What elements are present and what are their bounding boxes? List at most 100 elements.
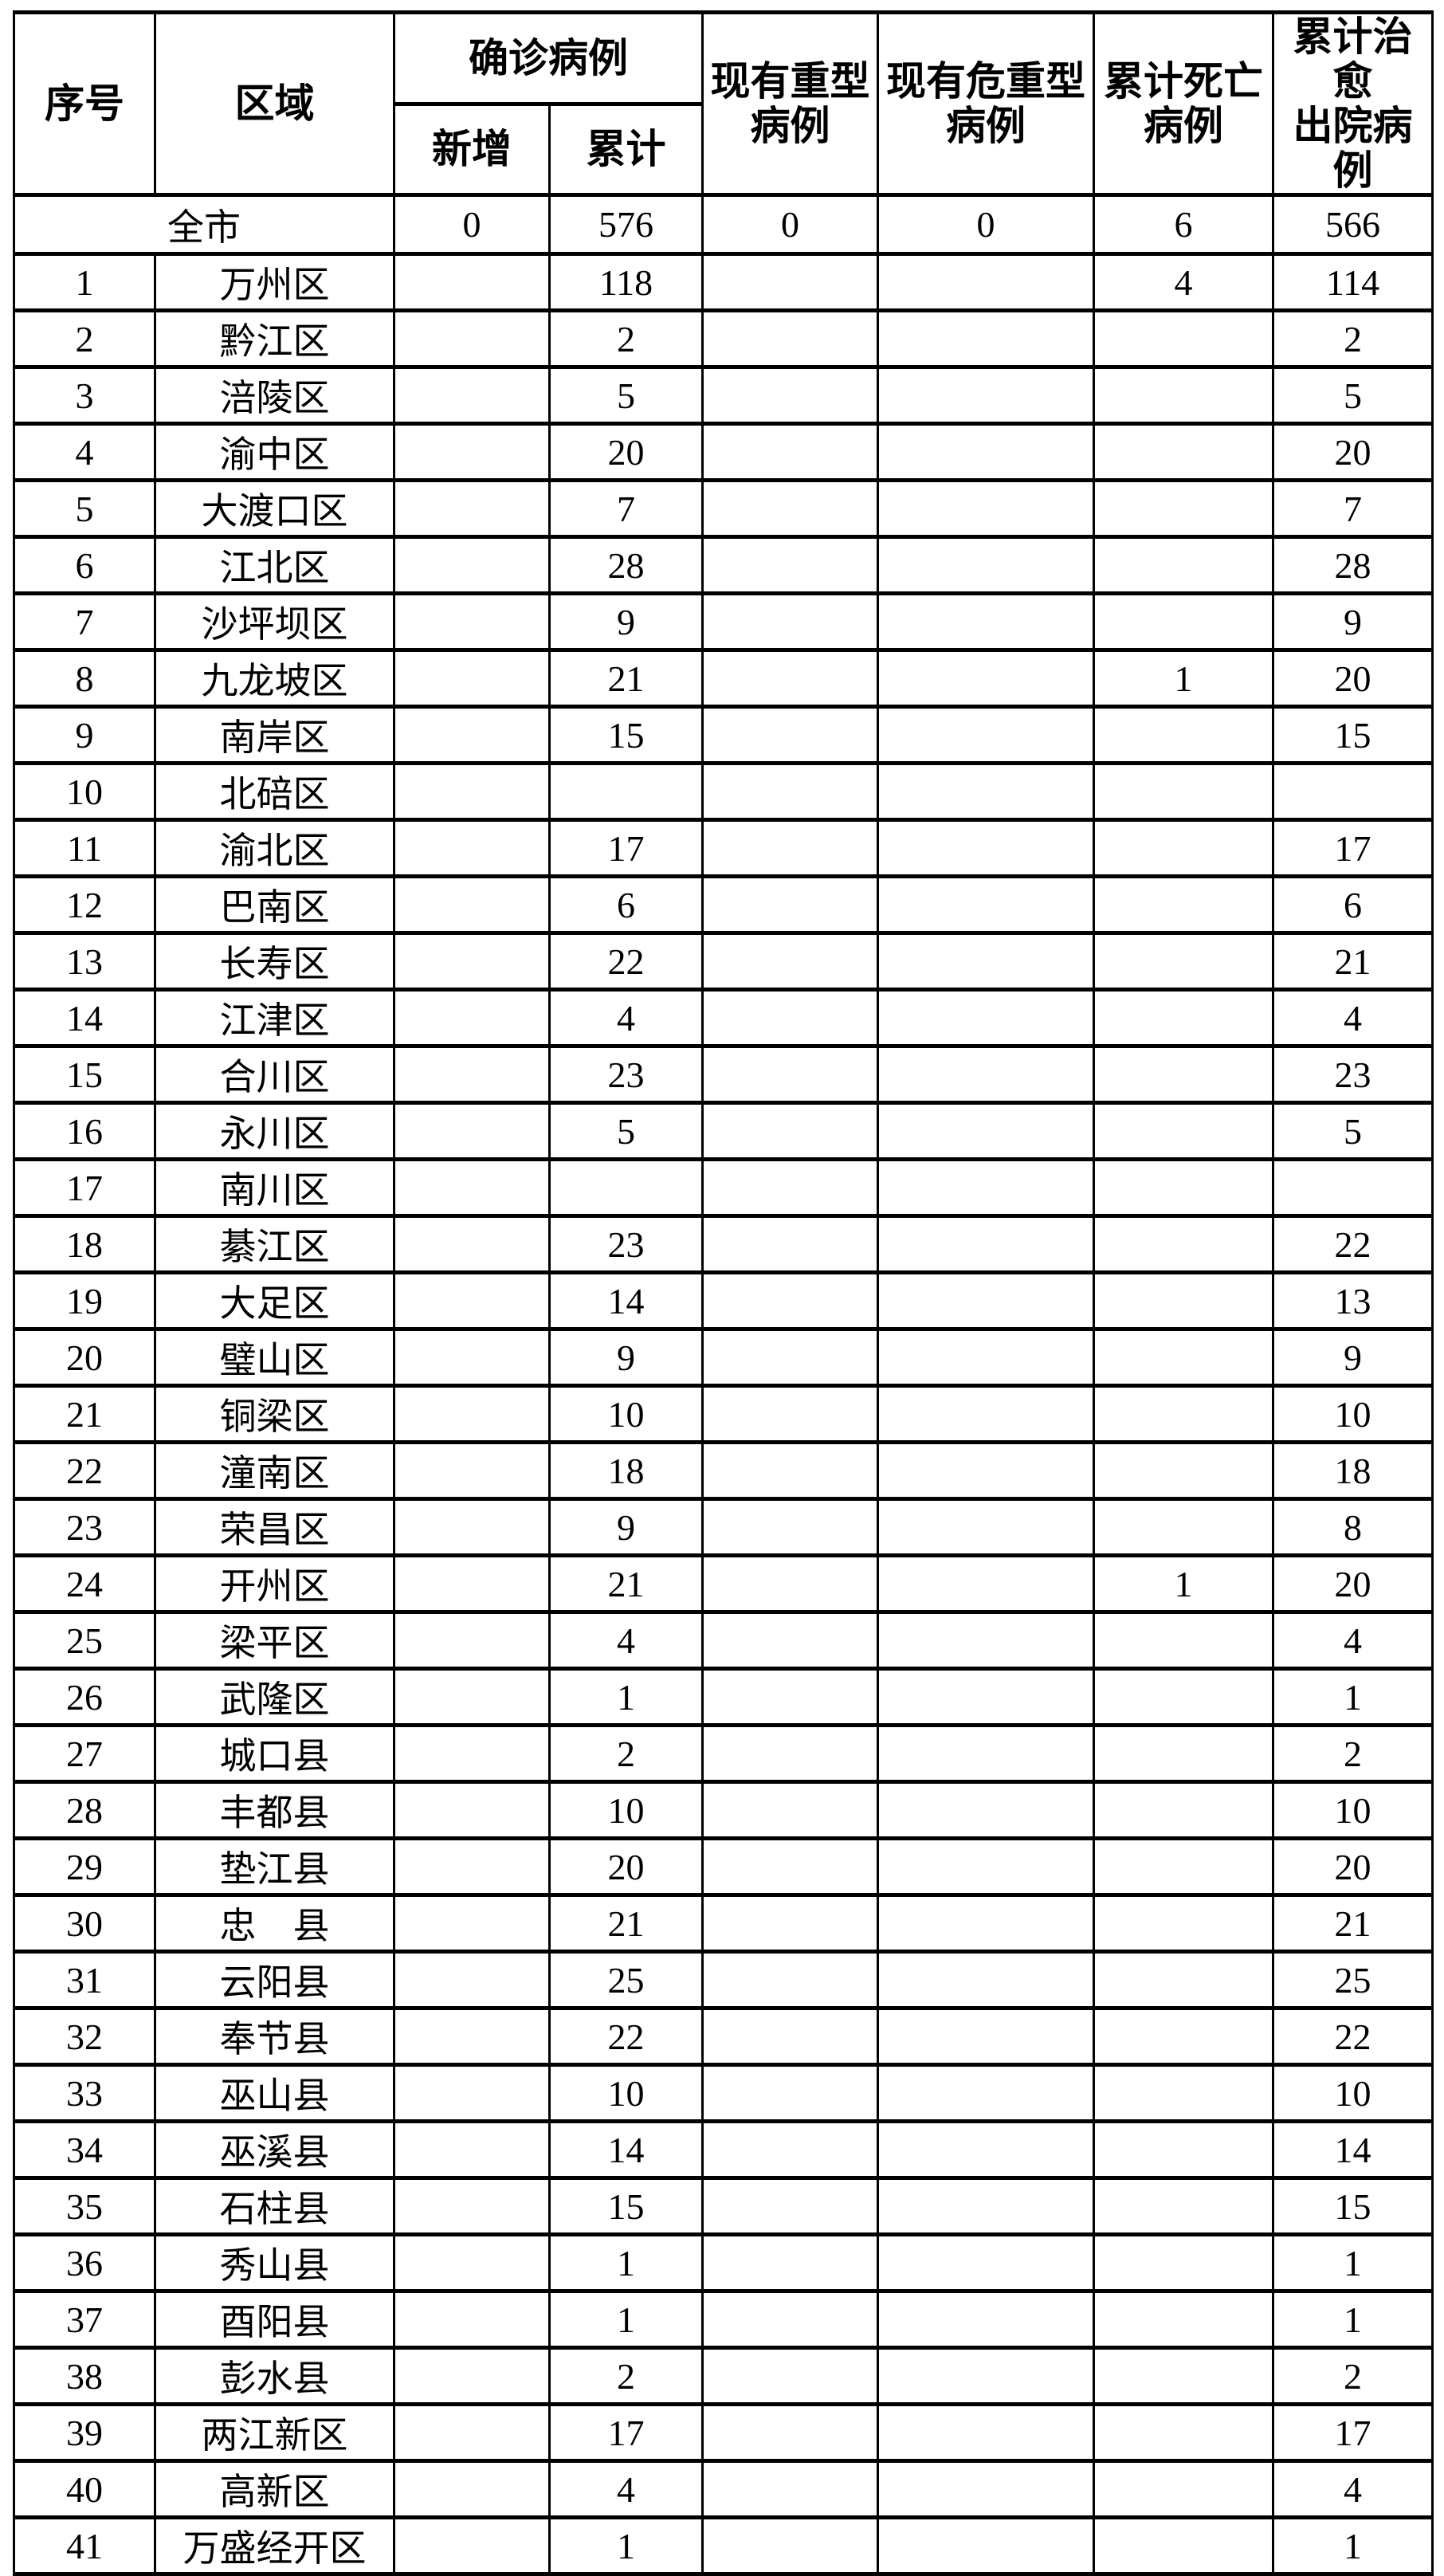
table-row: 36 秀山县 1 1 — [13, 2232, 1434, 2293]
critical-cell — [877, 931, 1095, 992]
severe-cell — [701, 308, 879, 369]
serial-cell: 1 — [13, 252, 156, 312]
region-cell: 彭水县 — [154, 2346, 395, 2406]
severe-cell — [701, 1950, 879, 2010]
new-confirmed-cell — [393, 422, 551, 482]
total-confirmed-cell: 21 — [548, 648, 704, 709]
severe-cell — [701, 1384, 879, 1444]
deaths-cell: 1 — [1093, 1553, 1274, 1614]
new-confirmed-cell — [393, 988, 551, 1048]
severe-cell — [701, 2006, 879, 2067]
deaths-cell — [1093, 2515, 1274, 2576]
total-confirmed-cell: 4 — [548, 2459, 704, 2519]
region-cell: 永川区 — [154, 1101, 395, 1161]
serial-cell: 41 — [13, 2515, 156, 2576]
header-row-1: 序号 区域 确诊病例 现有重型 病例 现有危重型 病例 累计死亡 病例 累计治愈… — [13, 10, 1434, 197]
total-confirmed-cell: 22 — [548, 931, 704, 992]
deaths-cell — [1093, 1893, 1274, 1954]
new-confirmed-cell — [393, 1893, 551, 1954]
critical-cell — [877, 1440, 1095, 1501]
critical-cell — [877, 705, 1095, 765]
severe-cell — [701, 591, 879, 652]
severe-cell — [701, 365, 879, 426]
critical-cell — [877, 2119, 1095, 2180]
region-cell: 潼南区 — [154, 1440, 395, 1501]
cured-cell: 1 — [1272, 2515, 1434, 2576]
total-confirmed-cell: 4 — [548, 1610, 704, 1671]
total-confirmed-cell: 1 — [548, 2232, 704, 2293]
new-confirmed-cell — [393, 2402, 551, 2463]
serial-cell: 21 — [13, 1384, 156, 1444]
region-cell: 江北区 — [154, 535, 395, 595]
summary-deaths-cell: 6 — [1093, 193, 1274, 256]
table-row: 30 忠 县 21 21 — [13, 1893, 1434, 1954]
serial-cell: 5 — [13, 478, 156, 539]
serial-cell: 38 — [13, 2346, 156, 2406]
severe-cell — [701, 761, 879, 822]
serial-cell: 30 — [13, 1893, 156, 1954]
summary-total-confirmed-cell: 576 — [548, 193, 704, 256]
critical-cell — [877, 2515, 1095, 2576]
serial-cell: 6 — [13, 535, 156, 595]
critical-cell — [877, 2402, 1095, 2463]
total-confirmed-cell: 25 — [548, 1950, 704, 2010]
severe-cell — [701, 1667, 879, 1727]
deaths-cell — [1093, 1384, 1274, 1444]
deaths-cell — [1093, 1497, 1274, 1557]
deaths-cell — [1093, 1723, 1274, 1784]
new-confirmed-cell — [393, 1497, 551, 1557]
severe-cell — [701, 2232, 879, 2293]
serial-cell: 23 — [13, 1497, 156, 1557]
serial-cell: 29 — [13, 1836, 156, 1897]
table-row: 31 云阳县 25 25 — [13, 1950, 1434, 2010]
total-confirmed-cell: 21 — [548, 1553, 704, 1614]
table-row: 26 武隆区 1 1 — [13, 1667, 1434, 1727]
cured-cell: 9 — [1272, 591, 1434, 652]
critical-cell — [877, 2063, 1095, 2123]
table-row: 35 石柱县 15 15 — [13, 2176, 1434, 2236]
new-confirmed-cell — [393, 761, 551, 822]
severe-cell — [701, 874, 879, 935]
table-row: 14 江津区 4 4 — [13, 988, 1434, 1048]
new-confirmed-cell — [393, 1101, 551, 1161]
deaths-cell — [1093, 1214, 1274, 1274]
cured-cell: 6 — [1272, 874, 1434, 935]
cured-cell: 5 — [1272, 365, 1434, 426]
severe-cell — [701, 1044, 879, 1105]
table-row: 37 酉阳县 1 1 — [13, 2289, 1434, 2350]
table-row: 32 奉节县 22 22 — [13, 2006, 1434, 2067]
deaths-cell — [1093, 535, 1274, 595]
region-cell: 石柱县 — [154, 2176, 395, 2236]
table-row: 19 大足区 14 13 — [13, 1270, 1434, 1331]
region-cell: 渝北区 — [154, 818, 395, 878]
critical-cell — [877, 2006, 1095, 2067]
critical-cell — [877, 1270, 1095, 1331]
deaths-cell — [1093, 308, 1274, 369]
total-confirmed-cell: 20 — [548, 1836, 704, 1897]
new-confirmed-cell — [393, 2232, 551, 2293]
severe-cell — [701, 1780, 879, 1840]
serial-cell: 13 — [13, 931, 156, 992]
new-confirmed-cell — [393, 591, 551, 652]
region-cell: 云阳县 — [154, 1950, 395, 2010]
new-confirmed-cell — [393, 2289, 551, 2350]
deaths-cell — [1093, 422, 1274, 482]
header-confirmed-group: 确诊病例 — [393, 10, 704, 106]
critical-cell — [877, 761, 1095, 822]
deaths-cell — [1093, 2176, 1274, 2236]
table-row: 3 涪陵区 5 5 — [13, 365, 1434, 426]
deaths-cell — [1093, 761, 1274, 822]
serial-cell: 2 — [13, 308, 156, 369]
new-confirmed-cell — [393, 705, 551, 765]
new-confirmed-cell — [393, 478, 551, 539]
new-confirmed-cell — [393, 308, 551, 369]
deaths-cell — [1093, 2402, 1274, 2463]
cured-cell: 1 — [1272, 2232, 1434, 2293]
total-confirmed-cell: 17 — [548, 818, 704, 878]
serial-cell: 33 — [13, 2063, 156, 2123]
cured-cell: 2 — [1272, 2346, 1434, 2406]
cured-cell: 17 — [1272, 2402, 1434, 2463]
header-row-2: 新增 累计 — [14, 101, 1433, 197]
critical-cell — [877, 2346, 1095, 2406]
total-confirmed-cell: 20 — [548, 422, 704, 482]
